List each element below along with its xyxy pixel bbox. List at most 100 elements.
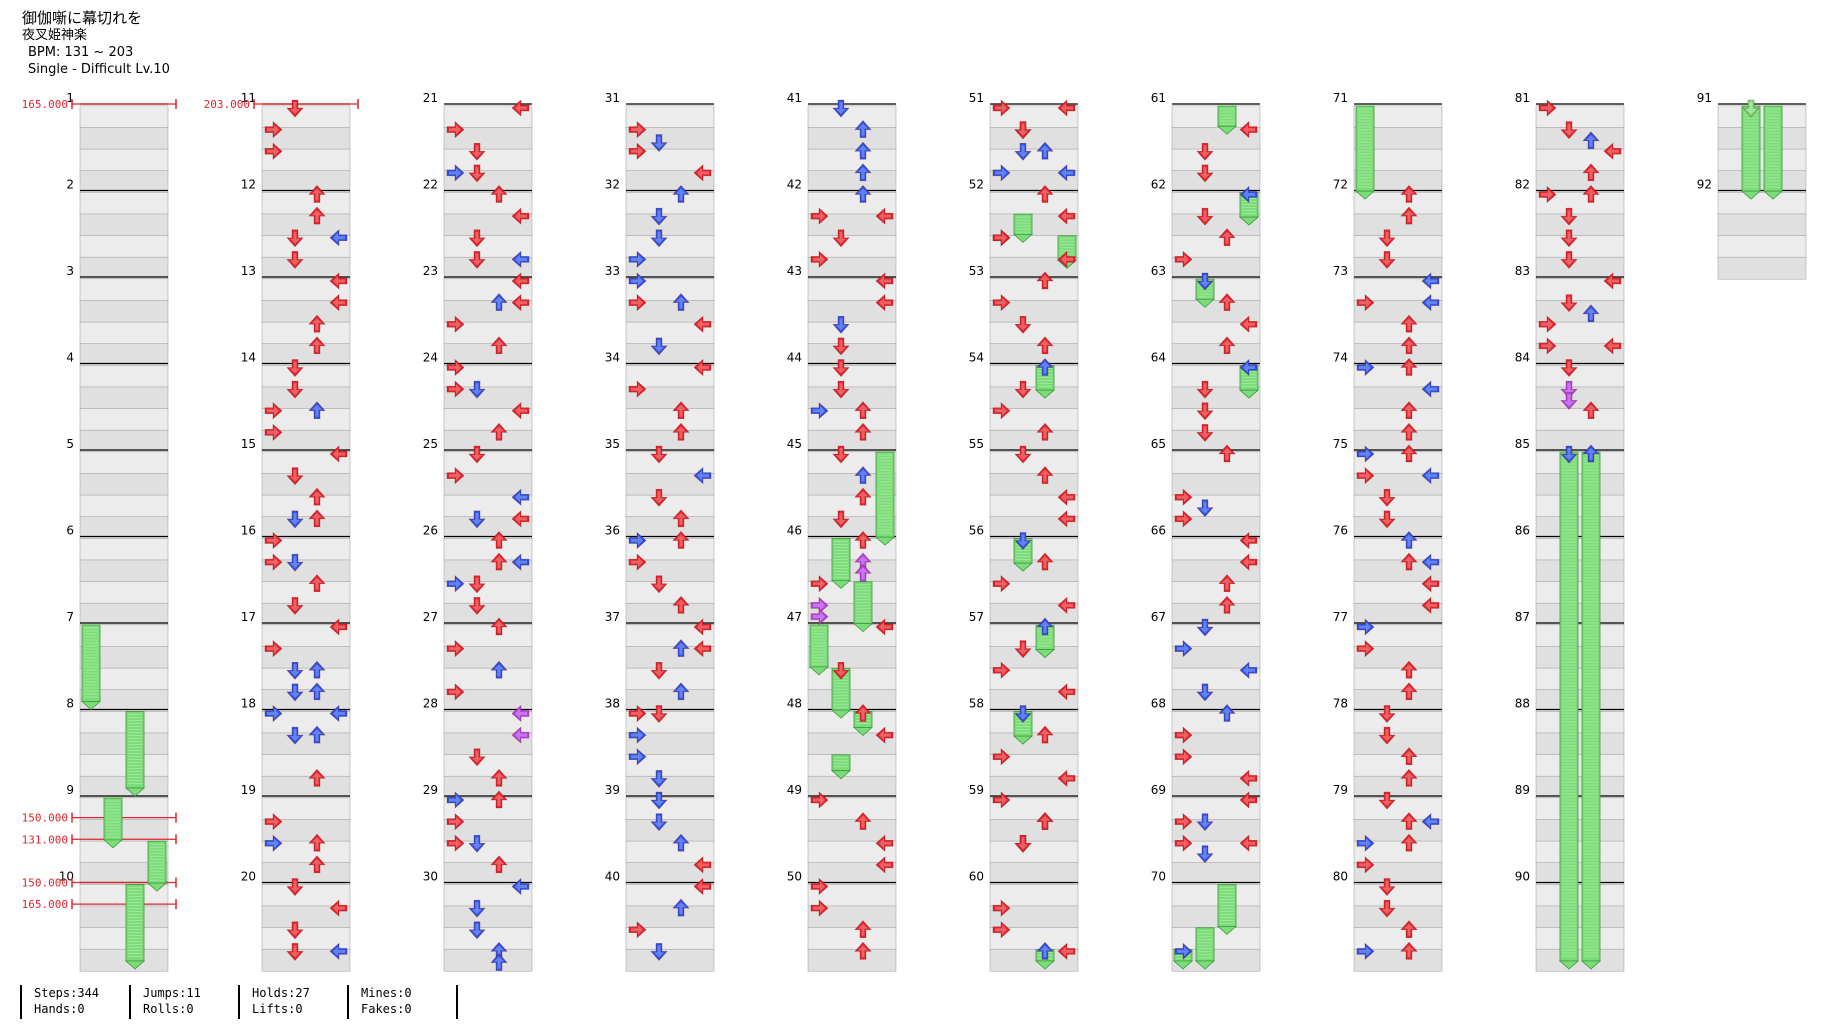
- step-arrow: [329, 704, 348, 723]
- step-arrow: [490, 790, 508, 809]
- hold-note: [1354, 105, 1376, 200]
- measure-number: 77: [1333, 610, 1348, 624]
- measure-number: 71: [1333, 91, 1348, 105]
- step-arrow: [1400, 314, 1418, 333]
- beat-band: [79, 516, 169, 539]
- measure-number: 51: [969, 91, 984, 105]
- step-arrow: [1174, 726, 1193, 744]
- step-arrow: [1218, 444, 1236, 463]
- beat-band: [807, 429, 897, 453]
- beat-band: [1535, 840, 1625, 864]
- beat-band: [989, 819, 1079, 842]
- beat-band: [1353, 516, 1443, 539]
- step-arrow: [1378, 488, 1396, 507]
- step-arrow: [832, 661, 850, 680]
- step-arrow: [1014, 380, 1032, 399]
- beat-band: [807, 148, 897, 172]
- step-arrow: [286, 359, 304, 377]
- step-arrow: [628, 293, 647, 312]
- measure: 43: [787, 264, 897, 366]
- measure-number: 69: [1151, 783, 1166, 797]
- step-arrow: [286, 943, 304, 961]
- step-arrow: [1582, 444, 1600, 463]
- step-arrow: [1400, 660, 1418, 679]
- step-arrow: [468, 899, 486, 918]
- measure-number: 16: [241, 524, 256, 538]
- measure: 61: [1151, 91, 1261, 193]
- step-arrow: [511, 250, 530, 269]
- measure: 26: [423, 524, 533, 626]
- step-arrow: [992, 99, 1011, 117]
- beat-band: [1717, 127, 1807, 150]
- step-arrow: [1036, 552, 1054, 571]
- beat-band: [1353, 884, 1443, 907]
- beat-band: [261, 365, 351, 388]
- beat-band: [1353, 213, 1443, 237]
- measure: 53: [969, 264, 1079, 366]
- step-arrow: [992, 402, 1011, 420]
- step-arrow: [672, 833, 690, 852]
- step-arrow: [628, 120, 647, 139]
- step-arrow: [1538, 315, 1557, 333]
- beat-band: [261, 862, 351, 885]
- beat-band: [1717, 213, 1807, 237]
- beat-band: [625, 819, 715, 842]
- step-arrow: [992, 791, 1011, 809]
- beat-band: [625, 797, 715, 821]
- step-arrow: [264, 402, 283, 420]
- measure: 23: [423, 264, 533, 366]
- step-arrow: [1538, 337, 1557, 355]
- measure-number: 74: [1333, 351, 1348, 365]
- step-arrow: [1057, 164, 1076, 182]
- measure: 8: [66, 697, 169, 799]
- measure-number: 83: [1515, 264, 1530, 278]
- step-arrow: [1582, 401, 1600, 420]
- step-arrow: [1400, 682, 1418, 701]
- step-arrow: [832, 445, 850, 464]
- measure-number: 31: [605, 91, 620, 105]
- step-arrow: [264, 553, 283, 571]
- beat-band: [989, 429, 1079, 453]
- step-arrow: [1196, 272, 1214, 291]
- measure: 75: [1333, 437, 1443, 539]
- hold-note: [874, 451, 896, 546]
- beat-band: [1353, 667, 1443, 691]
- step-arrow: [1356, 639, 1375, 658]
- measure-number: 89: [1515, 783, 1530, 797]
- step-arrow: [1400, 422, 1418, 441]
- step-arrow: [1421, 596, 1440, 615]
- measure-number: 11: [241, 91, 256, 105]
- beat-band: [261, 473, 351, 496]
- measure-number: 28: [423, 697, 438, 711]
- step-arrow: [693, 315, 712, 333]
- step-arrow: [468, 575, 486, 594]
- step-arrow: [446, 834, 465, 852]
- measure-number: 9: [66, 783, 74, 797]
- hold-note: [102, 797, 124, 849]
- step-arrow: [992, 293, 1011, 312]
- beat-band: [261, 732, 351, 756]
- beat-band: [807, 321, 897, 345]
- beat-band: [1535, 581, 1625, 604]
- beat-band: [79, 213, 169, 237]
- step-arrow: [1174, 510, 1193, 528]
- measure: 9: [66, 783, 169, 885]
- step-arrow: [1582, 304, 1600, 323]
- step-arrow: [1014, 705, 1032, 723]
- step-arrow: [308, 725, 326, 744]
- step-arrow: [1057, 488, 1076, 506]
- beat-band: [79, 538, 169, 561]
- step-arrow: [511, 553, 530, 571]
- step-arrow: [1036, 725, 1054, 744]
- step-arrow: [1560, 445, 1578, 464]
- measure: 87: [1515, 610, 1625, 712]
- measure: 58: [969, 697, 1079, 799]
- step-arrow: [286, 683, 304, 702]
- hold-note: [1012, 213, 1034, 243]
- step-arrow: [854, 163, 872, 182]
- measure-number: 47: [787, 610, 802, 624]
- step-arrow: [672, 401, 690, 420]
- measure-number: 24: [423, 351, 438, 365]
- step-arrow: [1196, 683, 1214, 702]
- beat-band: [1353, 689, 1443, 712]
